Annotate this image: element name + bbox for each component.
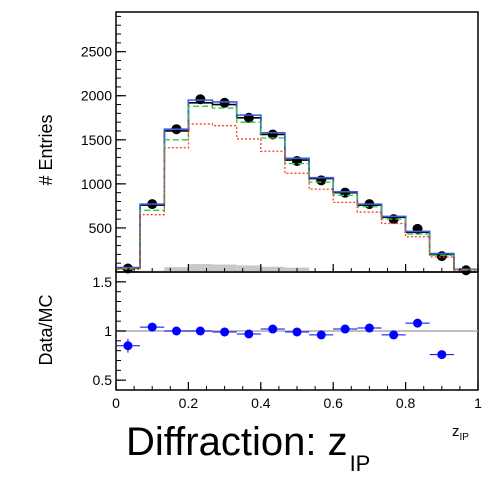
data-point xyxy=(219,97,230,108)
x-axis-title-sub: IP xyxy=(460,432,470,443)
ratio-point xyxy=(244,329,254,339)
caption-subscript: IP xyxy=(349,451,371,476)
data-point xyxy=(195,94,206,105)
mc-histogram-series-3 xyxy=(115,105,479,272)
data-point xyxy=(436,251,447,262)
mc-histogram-series-4 xyxy=(115,123,479,272)
ratio-point xyxy=(147,322,157,332)
background-bar xyxy=(188,264,213,272)
y-tick-label: 2000 xyxy=(81,88,112,104)
data-point xyxy=(292,155,302,166)
x-tick-label: 0.8 xyxy=(396,395,416,411)
ratio-point xyxy=(340,324,350,334)
x-tick-label: 0.2 xyxy=(179,395,199,411)
y-tick-label: 500 xyxy=(89,220,113,236)
y-tick-label: 2500 xyxy=(81,44,112,60)
mc-histogram-series-1 xyxy=(115,101,479,272)
ratio-point xyxy=(364,323,374,333)
x-tick-label: 0 xyxy=(112,395,120,411)
ratio-point xyxy=(171,326,181,336)
ratio-point xyxy=(220,327,230,337)
bottom-y-axis-title: Data/MC xyxy=(36,294,56,365)
ratio-point xyxy=(123,341,133,351)
entries-panel: 500 1000 1500 2000 2500 xyxy=(81,11,479,276)
x-axis-title-main: z xyxy=(452,423,460,440)
y-tick-label: 0.5 xyxy=(93,372,113,388)
ratio-point xyxy=(389,330,399,340)
figure-caption: Diffraction: zIP xyxy=(126,420,370,476)
x-tick-label: 1 xyxy=(474,395,482,411)
y-tick-label: 1.5 xyxy=(93,274,113,290)
data-point xyxy=(316,175,327,186)
x-tick-label: 0.4 xyxy=(251,395,271,411)
ratio-panel: 0.5 1 1.5 0 0.2 0.4 0.6 0.8 1 xyxy=(93,271,482,411)
ratio-point xyxy=(268,324,278,334)
background-bar xyxy=(260,266,285,272)
background-bar xyxy=(236,265,261,272)
ratio-point xyxy=(195,326,205,336)
ratio-point xyxy=(292,327,302,337)
ratio-point xyxy=(413,318,423,328)
background-bar xyxy=(164,267,189,272)
ratio-point xyxy=(316,330,326,340)
y-tick-label: 1 xyxy=(104,323,112,339)
y-tick-label: 1500 xyxy=(81,132,112,148)
mc-histogram-series-2 xyxy=(115,99,479,272)
top-y-axis-title: # Entries xyxy=(36,114,56,185)
y-tick-label: 1000 xyxy=(81,176,112,192)
ratio-point xyxy=(437,350,447,360)
x-tick-label: 0.6 xyxy=(323,395,343,411)
caption-main: Diffraction: z xyxy=(126,420,348,464)
x-axis-title: zIP xyxy=(452,423,469,443)
